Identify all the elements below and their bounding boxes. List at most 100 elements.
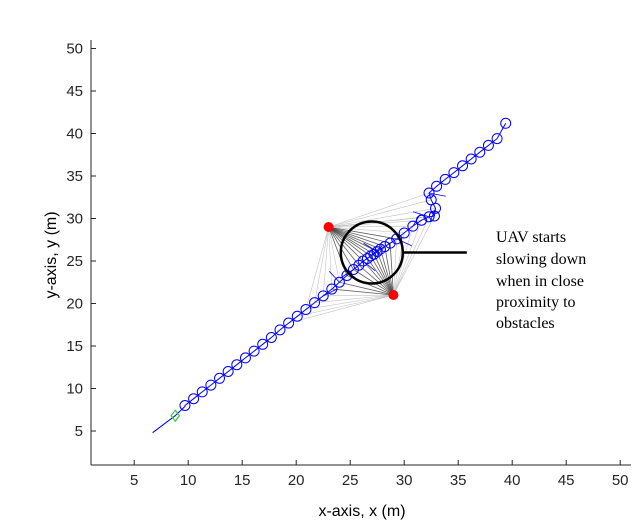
y-tick-label: 5 [75,423,83,440]
uav-position-marker [205,379,217,391]
obstacle-ray [322,226,329,296]
uav-position-marker [188,393,200,405]
obstacle-ray [305,226,329,310]
obstacle-ray [328,208,436,228]
y-axis-label: y-axis, y (m) [43,211,60,298]
uav-position-marker [239,352,251,364]
obstacle-ray [328,226,397,240]
obstacle-ray [389,243,394,296]
uav-position-marker [257,338,269,350]
uav-position-marker [491,133,503,145]
obstacle-ray [393,216,430,296]
obstacle-ray [393,215,435,296]
uav-position-marker [179,400,191,411]
obstacle-ray [358,264,394,296]
uav-position-marker [283,317,295,329]
obstacle-ray [305,294,394,310]
x-tick-label: 5 [130,472,138,489]
velocity-vector [374,246,386,259]
start-marker [170,409,181,423]
uav-position-marker [448,167,460,179]
annotation-line: proximity to [496,294,576,311]
uav-position-marker [274,324,286,336]
obstacle-ray [328,226,381,250]
uav-position-marker [300,303,312,315]
uav-position-marker [326,283,338,295]
obstacle-ray [328,199,432,228]
y-tick-label: 15 [66,338,83,355]
obstacle-ray [328,219,422,228]
x-tick-label: 10 [180,472,197,489]
x-tick-label: 45 [558,472,575,489]
uav-position-marker [425,194,437,206]
obstacle-ray [328,226,368,259]
uav-position-marker [379,241,391,253]
obstacle-ray [376,251,394,296]
uav-position-marker [384,237,396,249]
x-tick-label: 25 [342,472,359,489]
uav-position-marker [196,386,208,398]
uav-position-marker [423,187,435,199]
x-tick-label: 50 [612,472,629,489]
axes [90,40,631,466]
velocity-vector [412,211,430,218]
obstacle-ray [328,225,413,228]
uav-position-marker [291,310,303,322]
obstacle-ray [328,226,360,266]
annotation-line: UAV starts [496,229,566,246]
obstacle-ray [328,226,364,262]
obstacle-ray [314,294,394,303]
uav-position-marker [333,276,345,288]
uav-position-marker [500,117,512,129]
y-tick-label: 20 [66,296,83,313]
obstacle-ray [373,254,394,296]
uav-position-marker [428,210,440,222]
x-tick-label: 15 [234,472,251,489]
tick-labels: 5 10 15 20 25 30 35 40 45 50 5 10 15 20 25 30 35 40 45 50 [66,41,628,490]
obstacle-rays [288,192,436,324]
uav-position-marker [482,139,494,151]
obstacle-ray [331,288,394,296]
x-tick-label: 20 [288,472,305,489]
obstacle-ray [328,192,430,228]
uav-position-marker [398,227,410,239]
uav-position-marker [231,359,243,371]
uav-position-marker [265,332,277,343]
obstacle-ray [367,258,394,296]
uav-position-marker [439,173,451,185]
uav-position-marker [430,202,442,214]
y-tick-label: 10 [66,381,83,398]
annotation-line: when in close [496,273,584,290]
uav-position-marker [353,259,365,271]
uav-position-marker [423,211,435,223]
uav-position-marker [407,220,419,232]
velocity-vector [323,288,339,297]
obstacle-ray [323,294,394,297]
obstacle-ray [297,294,394,317]
annotation: UAV starts slowing down when in close pr… [339,220,586,332]
y-tick-label: 50 [66,41,83,58]
obstacle-ray [328,226,371,257]
obstacle-ray [380,248,394,296]
uav-position-marker [317,290,329,302]
obstacle-ray [328,226,375,255]
uav-position-marker [214,372,226,384]
uav-position-marker [248,345,260,357]
annotation-line: obstacles [496,315,555,332]
y-tick-label: 40 [66,126,83,143]
obstacle-ray [288,294,394,324]
x-axis-label: x-axis, x (m) [318,503,405,520]
velocity-vector [328,270,340,283]
obstacle-ray [362,260,394,296]
obstacle-point [323,222,334,232]
uav-position-marker [474,146,486,158]
y-tick-label: 45 [66,83,83,100]
x-tick-label: 40 [504,472,521,489]
start-point [170,409,181,423]
uav-position-marker [222,366,234,377]
obstacle-ray [328,226,391,244]
uav-position-marker [431,180,443,192]
uav-position-markers [179,117,512,411]
obstacle-ray [393,220,422,296]
